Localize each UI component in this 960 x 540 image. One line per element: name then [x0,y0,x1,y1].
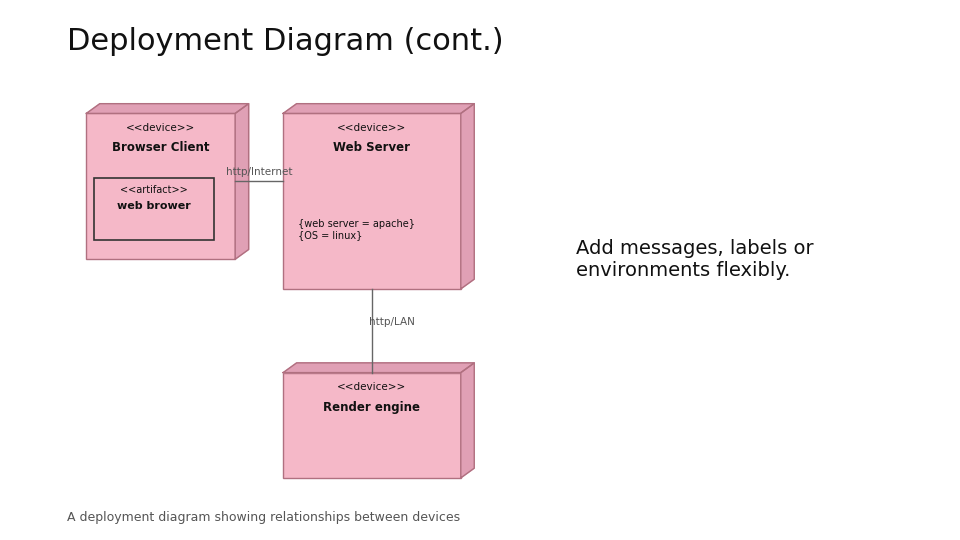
Polygon shape [461,104,474,289]
Bar [94,178,214,240]
Text: Deployment Diagram (cont.): Deployment Diagram (cont.) [67,27,504,56]
Text: <<device>>: <<device>> [126,123,196,133]
Bar [283,113,461,289]
Text: Render engine: Render engine [324,401,420,414]
Text: A deployment diagram showing relationships between devices: A deployment diagram showing relationshi… [67,511,461,524]
Text: http/LAN: http/LAN [369,316,415,327]
Text: Browser Client: Browser Client [112,141,209,154]
Text: Add messages, labels or
environments flexibly.: Add messages, labels or environments fle… [576,239,814,280]
Polygon shape [86,104,249,113]
Text: <<artifact>>: <<artifact>> [120,185,188,195]
Text: <<device>>: <<device>> [337,382,407,393]
Bar [86,113,235,259]
Polygon shape [235,104,249,259]
Text: {web server = apache}
{OS = linux}: {web server = apache} {OS = linux} [298,219,415,240]
Text: <<device>>: <<device>> [337,123,407,133]
Text: Web Server: Web Server [333,141,411,154]
Polygon shape [283,363,474,373]
Polygon shape [461,363,474,478]
Polygon shape [283,104,474,113]
Text: http/Internet: http/Internet [226,167,293,177]
Text: web brower: web brower [117,201,191,211]
Bar [283,373,461,478]
